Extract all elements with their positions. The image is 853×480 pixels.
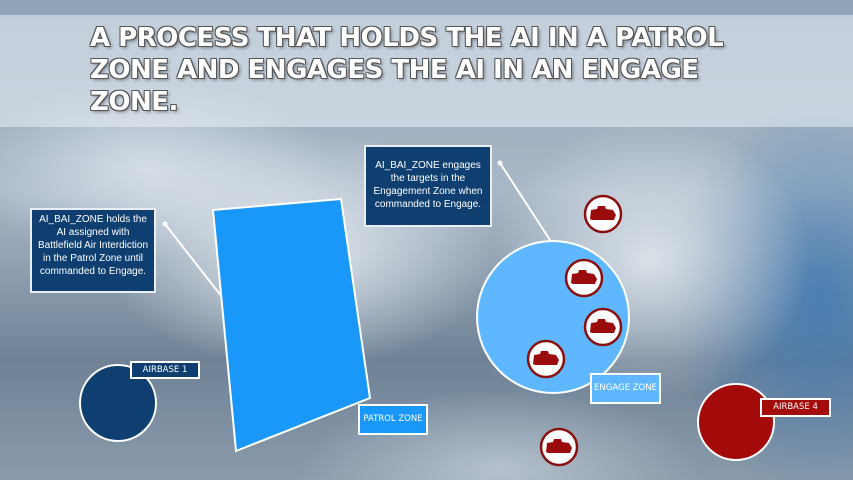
tank-icon[interactable] bbox=[583, 307, 623, 347]
tank-icon[interactable] bbox=[539, 427, 579, 467]
engage-connector bbox=[499, 162, 551, 241]
airbase-4-label: AIRBASE 4 bbox=[760, 398, 831, 417]
patrol-zone[interactable] bbox=[211, 197, 372, 453]
patrol-connector bbox=[164, 223, 223, 298]
connector-dot bbox=[162, 221, 168, 227]
title-band bbox=[0, 15, 853, 127]
airbase-4[interactable] bbox=[697, 383, 775, 461]
tank-icon[interactable] bbox=[564, 258, 604, 298]
tank-icon[interactable] bbox=[583, 194, 623, 234]
connector-dot bbox=[497, 160, 503, 166]
engage-zone-label: ENGAGE ZONE bbox=[590, 373, 661, 404]
slide-title: A PROCESS THAT HOLDS THE AI IN A PATROL … bbox=[90, 23, 724, 117]
engage-callout: AI_BAI_ZONE engages the targets in the E… bbox=[364, 145, 492, 227]
airbase-1-label: AIRBASE 1 bbox=[130, 361, 200, 379]
airbase-1[interactable] bbox=[79, 364, 157, 442]
patrol-zone-label: PATROL ZONE bbox=[358, 404, 428, 435]
patrol-callout: AI_BAI_ZONE holds the AI assigned with B… bbox=[30, 208, 156, 293]
tank-icon[interactable] bbox=[526, 339, 566, 379]
